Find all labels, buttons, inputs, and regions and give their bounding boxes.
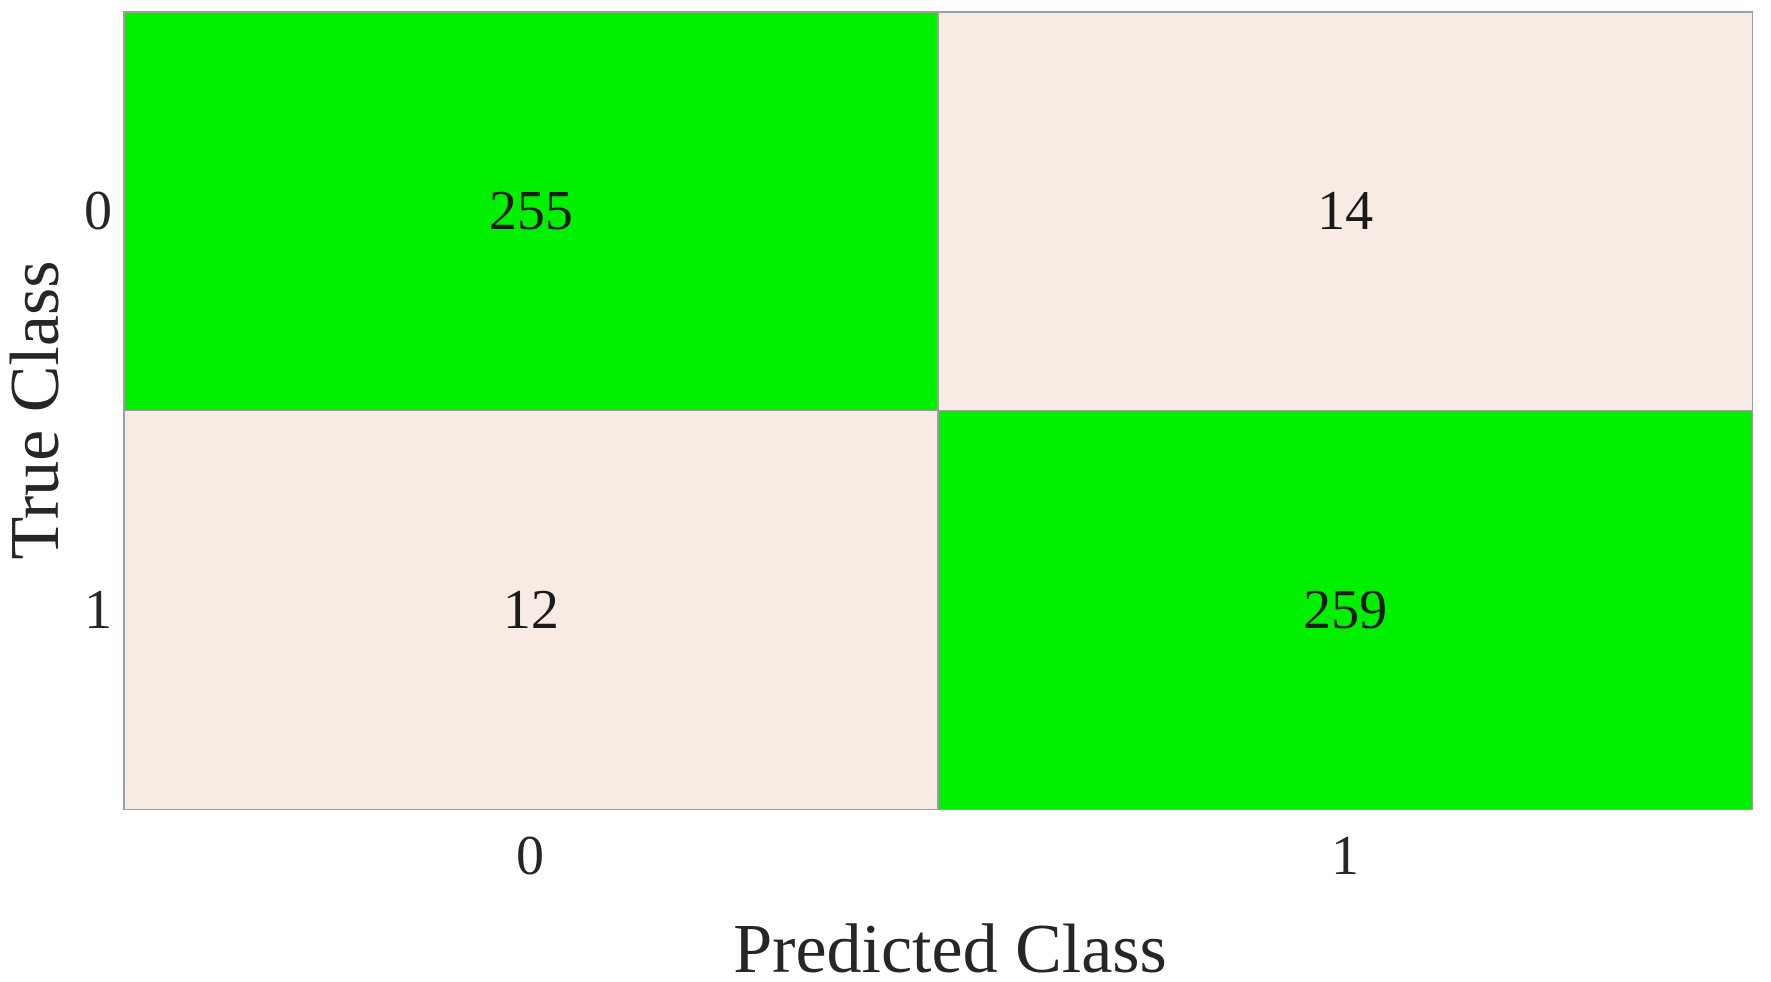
cell-true1-pred0: 12 bbox=[124, 411, 938, 809]
x-tick-0: 0 bbox=[516, 825, 544, 887]
cell-true0-pred0: 255 bbox=[124, 12, 938, 410]
y-axis-label: True Class bbox=[0, 260, 74, 560]
cell-value-true1-pred0: 12 bbox=[502, 578, 559, 641]
x-axis-label: Predicted Class bbox=[733, 911, 1167, 982]
y-tick-1: 1 bbox=[84, 579, 112, 641]
cell-value-true0-pred1: 14 bbox=[1317, 180, 1374, 243]
x-tick-1: 1 bbox=[1331, 825, 1359, 887]
cell-value-true1-pred1: 259 bbox=[1303, 578, 1388, 641]
y-tick-0: 0 bbox=[84, 180, 112, 242]
cell-true1-pred1: 259 bbox=[938, 411, 1752, 809]
plot-area: 255 14 12 259 bbox=[123, 11, 1753, 810]
cell-value-true0-pred0: 255 bbox=[488, 180, 573, 243]
cell-true0-pred1: 14 bbox=[938, 12, 1752, 410]
